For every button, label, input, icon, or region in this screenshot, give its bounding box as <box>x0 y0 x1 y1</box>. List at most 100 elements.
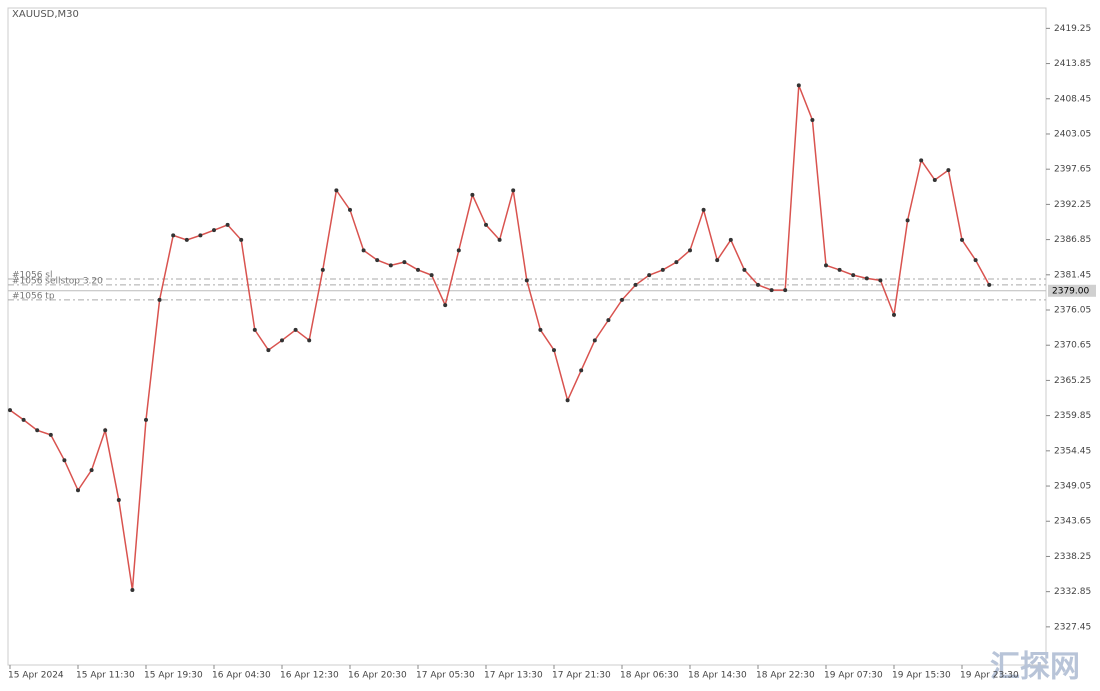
y-tick-label: 2343.65 <box>1054 517 1091 527</box>
price-point <box>456 248 461 253</box>
x-tick-label: 18 Apr 22:30 <box>756 671 815 681</box>
y-tick-label: 2327.45 <box>1054 622 1091 632</box>
price-point <box>76 488 80 493</box>
price-point <box>783 288 788 293</box>
price-point <box>402 260 407 265</box>
y-tick-label: 2413.85 <box>1054 59 1091 69</box>
price-point <box>157 297 162 302</box>
price-point <box>688 248 692 253</box>
price-point <box>144 417 148 422</box>
x-tick-label: 17 Apr 21:30 <box>552 671 611 681</box>
price-point <box>8 408 12 413</box>
price-point <box>837 267 842 272</box>
y-tick-label: 2359.85 <box>1054 411 1091 421</box>
x-tick-label: 15 Apr 2024 <box>8 671 64 681</box>
price-point <box>878 278 883 283</box>
price-point <box>524 278 529 283</box>
y-tick-label: 2370.65 <box>1054 341 1091 351</box>
y-tick-label: 2332.85 <box>1054 587 1091 597</box>
price-point <box>388 263 393 268</box>
price-point <box>184 237 189 242</box>
price-point <box>674 260 679 265</box>
price-point <box>715 258 720 263</box>
price-point <box>579 368 584 373</box>
price-point <box>212 228 216 233</box>
price-point <box>48 432 53 437</box>
y-tick-label: 2365.25 <box>1054 376 1091 386</box>
y-tick-label: 2381.45 <box>1054 270 1091 280</box>
price-point <box>375 258 380 263</box>
price-point <box>824 263 828 268</box>
price-point <box>660 267 665 272</box>
x-tick-label: 19 Apr 23:30 <box>960 671 1019 681</box>
price-point <box>320 267 325 272</box>
price-point <box>620 297 624 302</box>
x-tick-label: 18 Apr 14:30 <box>688 671 747 681</box>
price-point <box>769 288 774 293</box>
price-point <box>116 498 121 503</box>
price-point <box>103 428 108 433</box>
current-price-box <box>1048 284 1096 297</box>
price-point <box>443 303 448 308</box>
y-tick-label: 2408.45 <box>1054 94 1091 104</box>
price-point <box>796 83 801 88</box>
price-point <box>429 273 434 278</box>
price-point <box>742 267 747 272</box>
x-tick-label: 17 Apr 13:30 <box>484 671 543 681</box>
price-point <box>864 276 869 281</box>
price-point <box>334 188 339 193</box>
y-tick-label: 2397.65 <box>1054 165 1091 175</box>
price-point <box>35 428 40 433</box>
price-point <box>960 237 964 242</box>
x-tick-label: 16 Apr 20:30 <box>348 671 407 681</box>
price-point <box>810 117 815 122</box>
price-point <box>130 588 135 593</box>
price-point <box>606 318 611 323</box>
order-label: #1056 tp <box>12 291 55 301</box>
price-point <box>851 273 856 278</box>
price-point <box>987 282 992 287</box>
price-point <box>728 237 733 242</box>
price-point <box>511 188 516 193</box>
price-point <box>905 218 910 223</box>
x-tick-label: 19 Apr 15:30 <box>892 671 951 681</box>
y-tick-label: 2392.25 <box>1054 200 1091 210</box>
y-tick-label: 2419.25 <box>1054 24 1091 34</box>
price-point <box>198 233 203 238</box>
price-point <box>565 398 570 403</box>
chart-title: XAUUSD,M30 <box>12 9 79 20</box>
x-tick-label: 16 Apr 12:30 <box>280 671 339 681</box>
x-tick-label: 18 Apr 06:30 <box>620 671 679 681</box>
watermark: 汇探网 <box>990 650 1080 685</box>
price-point <box>592 338 597 343</box>
order-label: #1056 sellstop 3.20 <box>12 276 103 286</box>
price-point <box>280 338 284 343</box>
price-point <box>892 312 896 317</box>
price-point <box>89 468 94 473</box>
price-point <box>919 158 924 163</box>
y-tick-label: 2386.85 <box>1054 235 1091 245</box>
x-tick-label: 16 Apr 04:30 <box>212 671 271 681</box>
price-point <box>225 222 230 227</box>
x-tick-label: 19 Apr 07:30 <box>824 671 883 681</box>
price-point <box>239 237 244 242</box>
price-point <box>647 273 652 278</box>
y-tick-label: 2403.05 <box>1054 129 1091 139</box>
price-point <box>252 327 257 332</box>
price-point <box>538 327 543 332</box>
price-point <box>497 237 502 242</box>
price-point <box>946 168 951 173</box>
price-point <box>307 338 312 343</box>
y-tick-label: 2354.45 <box>1054 446 1091 456</box>
price-point <box>756 282 760 287</box>
price-point <box>932 177 937 182</box>
price-point <box>470 192 475 197</box>
order-label: #1056 sl <box>12 271 53 281</box>
y-tick-label: 2338.25 <box>1054 552 1091 562</box>
y-tick-label: 2376.05 <box>1054 306 1091 316</box>
price-point <box>633 282 638 287</box>
price-point <box>973 258 978 263</box>
price-point <box>62 458 67 463</box>
x-tick-label: 15 Apr 19:30 <box>144 671 203 681</box>
